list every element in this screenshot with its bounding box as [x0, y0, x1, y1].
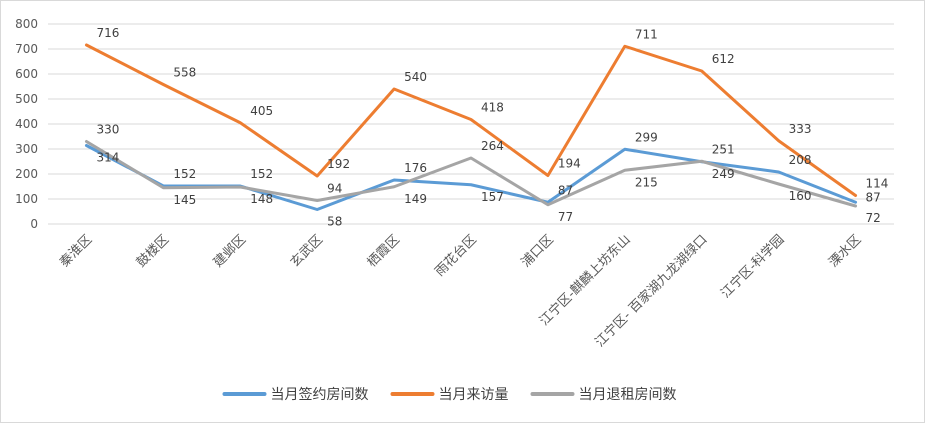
y-tick-label: 300: [15, 142, 38, 156]
y-tick-label: 200: [15, 167, 38, 181]
x-category-label: 浦口区: [519, 232, 557, 270]
y-tick-label: 700: [15, 42, 38, 56]
data-label: 558: [173, 66, 196, 80]
data-label: 152: [173, 167, 196, 181]
data-label: 77: [558, 210, 573, 224]
x-category-label: 栖霞区: [365, 232, 403, 270]
data-label: 160: [789, 189, 812, 203]
x-category-label: 江宁区-科学园: [718, 232, 788, 302]
data-label: 87: [558, 183, 573, 197]
data-label: 192: [327, 157, 350, 171]
x-category-label: 鼓楼区: [134, 232, 172, 270]
data-label: 314: [96, 151, 119, 165]
x-category-label: 秦淮区: [57, 232, 95, 270]
legend-label-1: 当月来访量: [439, 387, 509, 403]
y-tick-label: 0: [30, 217, 38, 231]
y-axis-ticks: 0 100 200 300 400 500 600 700 800: [15, 17, 38, 231]
series-line-0: [84, 144, 858, 211]
legend-label-0: 当月签约房间数: [271, 386, 369, 403]
legend-label-2: 当月退租房间数: [579, 387, 677, 403]
data-label: 176: [404, 161, 427, 175]
data-label: 148: [250, 192, 273, 206]
data-label: 249: [712, 167, 735, 181]
x-category-label: 雨花台区: [432, 232, 480, 280]
y-tick-label: 400: [15, 117, 38, 131]
data-label: 299: [635, 130, 658, 144]
gridlines: [48, 23, 894, 225]
legend: 当月签约房间数 当月来访量 当月退租房间数: [222, 386, 677, 403]
data-label: 152: [250, 167, 273, 181]
series-lines: [84, 43, 858, 211]
series-line-2: [84, 140, 858, 208]
data-label: 208: [789, 153, 812, 167]
data-label: 716: [96, 26, 119, 40]
data-label: 145: [173, 193, 196, 207]
data-label: 149: [404, 192, 427, 206]
series-line-1: [84, 43, 858, 197]
y-tick-label: 800: [15, 17, 38, 31]
data-label: 87: [866, 191, 881, 205]
data-label: 194: [558, 157, 581, 171]
y-tick-label: 500: [15, 92, 38, 106]
data-label: 330: [96, 123, 119, 137]
data-label: 612: [712, 52, 735, 66]
data-label: 418: [481, 101, 504, 115]
data-label: 72: [866, 211, 881, 225]
y-tick-label: 100: [15, 192, 38, 206]
data-label: 251: [712, 142, 735, 156]
data-label: 94: [327, 182, 342, 196]
x-category-label: 玄武区: [288, 232, 326, 270]
data-label: 215: [635, 175, 658, 189]
data-label: 711: [635, 27, 658, 41]
y-tick-label: 600: [15, 67, 38, 81]
data-label: 157: [481, 190, 504, 204]
data-label: 333: [789, 122, 812, 136]
x-category-label: 溧水区: [826, 232, 864, 270]
data-labels: 716 330 314 558 152 145 405 152 148 192 94 58 540 176…: [96, 26, 888, 229]
data-label: 405: [250, 104, 273, 118]
data-label: 58: [327, 215, 342, 229]
data-label: 540: [404, 70, 427, 84]
x-category-label: 建邺区: [211, 232, 249, 270]
data-label: 264: [481, 139, 504, 153]
data-label: 114: [866, 177, 889, 191]
